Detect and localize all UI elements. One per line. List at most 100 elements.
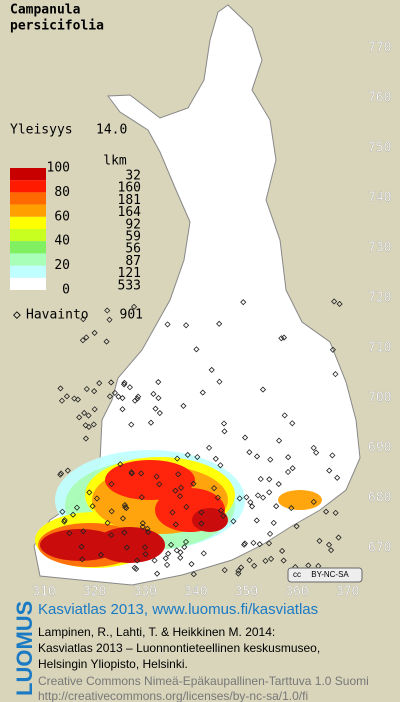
license-line: http://creativecommons.org/licenses/by-n…	[38, 689, 308, 702]
legend-count: 164	[118, 205, 142, 220]
marker	[198, 520, 205, 527]
marker	[63, 393, 70, 400]
marker	[173, 547, 180, 554]
marker	[73, 504, 81, 511]
marker	[90, 421, 97, 428]
marker	[253, 453, 261, 460]
marker	[154, 570, 161, 577]
legend-scale-label: 100	[47, 161, 70, 176]
marker	[120, 381, 128, 388]
marker	[155, 394, 162, 402]
marker	[230, 518, 237, 525]
marker	[85, 412, 92, 419]
marker	[151, 557, 158, 564]
marker	[123, 544, 130, 551]
marker	[61, 517, 68, 524]
marker	[126, 384, 133, 391]
grid-label-x: 320	[83, 585, 106, 600]
marker	[71, 395, 78, 402]
marker	[199, 389, 206, 396]
marker	[285, 454, 292, 461]
marker	[134, 557, 141, 564]
marker	[142, 551, 149, 558]
marker	[183, 503, 190, 510]
observation-label: Havainto	[26, 308, 89, 323]
marker	[81, 409, 88, 417]
marker	[212, 455, 219, 462]
marker	[329, 452, 336, 459]
marker	[119, 406, 126, 413]
marker	[313, 449, 320, 456]
grid-label-x: 330	[133, 585, 156, 600]
legend-count: 92	[125, 217, 141, 232]
marker	[78, 543, 85, 550]
marker	[270, 519, 277, 526]
observation-markers	[57, 298, 343, 578]
marker	[138, 494, 145, 501]
license-badge	[287, 567, 363, 583]
marker	[59, 508, 66, 515]
marker	[131, 397, 139, 404]
marker	[268, 555, 275, 562]
legend-count: 87	[125, 254, 141, 269]
marker	[82, 422, 89, 429]
marker	[328, 547, 335, 554]
count-header: lkm	[103, 154, 127, 169]
marker	[172, 521, 179, 528]
marker	[288, 505, 295, 512]
legend-count: 181	[118, 193, 141, 208]
legend-swatch	[10, 265, 46, 278]
marker	[79, 337, 86, 344]
marker	[156, 481, 163, 488]
legend-scale-label: 40	[54, 234, 70, 249]
marker	[164, 321, 171, 328]
marker	[153, 473, 160, 480]
observation-count: 901	[120, 308, 143, 323]
marker	[69, 511, 77, 518]
marker	[180, 402, 187, 409]
marker	[86, 489, 93, 496]
marker	[128, 469, 135, 476]
marker	[182, 538, 190, 545]
marker	[280, 334, 288, 341]
marker	[104, 307, 111, 314]
grid-label-y: 740	[368, 191, 391, 206]
marker	[93, 495, 100, 502]
marker	[61, 518, 68, 525]
grid-label-y: 690	[368, 441, 391, 456]
marker	[76, 414, 83, 421]
marker	[80, 316, 87, 323]
grid-label-y: 730	[368, 241, 391, 256]
marker	[208, 366, 215, 373]
marker	[220, 512, 227, 519]
legend-scale-label: 60	[54, 209, 70, 224]
marker	[141, 544, 149, 551]
marker	[335, 534, 342, 541]
marker	[248, 503, 256, 510]
marker	[138, 470, 145, 477]
marker	[241, 541, 248, 548]
marker	[331, 298, 338, 305]
marker	[135, 393, 142, 400]
marker	[193, 346, 200, 353]
marker	[80, 528, 87, 535]
marker	[289, 465, 296, 472]
marker	[267, 456, 274, 463]
marker	[121, 379, 128, 386]
legend-count: 160	[118, 181, 141, 196]
marker	[284, 468, 292, 476]
marker	[260, 494, 267, 501]
grid-label-y: 710	[368, 341, 391, 356]
marker	[253, 517, 260, 524]
marker	[247, 499, 254, 506]
marker	[281, 412, 288, 419]
marker	[266, 489, 273, 496]
marker	[111, 389, 118, 396]
marker	[238, 564, 245, 571]
marker	[293, 523, 300, 530]
marker	[177, 549, 184, 556]
grid-label-y: 670	[368, 541, 391, 556]
species-title: Campanula	[10, 3, 81, 18]
